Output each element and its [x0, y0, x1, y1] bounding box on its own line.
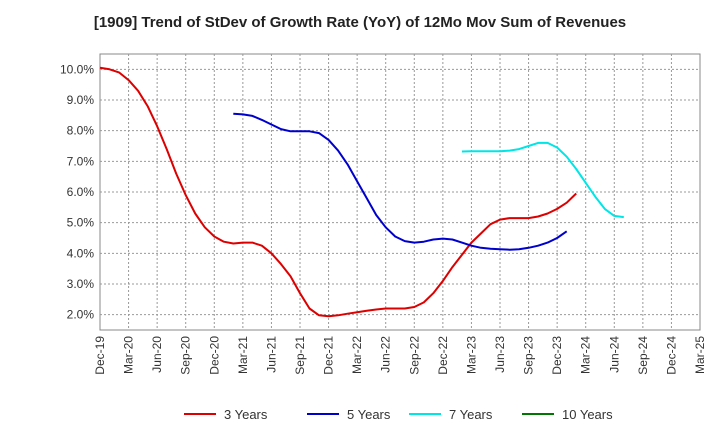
series-line-3-years — [99, 66, 577, 318]
x-tick-label: Sep-21 — [293, 336, 307, 375]
x-tick-label: Jun-21 — [264, 336, 278, 373]
x-tick-label: Mar-22 — [350, 336, 364, 374]
legend-label: 7 Years — [449, 407, 493, 422]
x-tick-label: Sep-24 — [636, 336, 650, 375]
x-tick-label: Dec-19 — [93, 336, 107, 375]
x-tick-label: Mar-24 — [579, 336, 593, 374]
x-tick-label: Sep-23 — [522, 336, 536, 375]
legend-label: 10 Years — [562, 407, 613, 422]
y-tick-label: 4.0% — [67, 246, 95, 260]
x-tick-label: Dec-24 — [664, 336, 678, 375]
y-tick-label: 8.0% — [67, 124, 95, 138]
y-tick-label: 3.0% — [67, 277, 95, 291]
x-tick-label: Jun-24 — [607, 336, 621, 373]
x-tick-label: Dec-21 — [322, 336, 336, 375]
x-tick-label: Mar-25 — [693, 336, 707, 374]
x-tick-label: Dec-22 — [436, 336, 450, 375]
x-tick-label: Dec-20 — [207, 336, 221, 375]
x-tick-label: Sep-22 — [407, 336, 421, 375]
chart-title: [1909] Trend of StDev of Growth Rate (Yo… — [93, 14, 627, 31]
y-tick-label: 6.0% — [67, 185, 95, 199]
x-tick-label: Jun-20 — [150, 336, 164, 373]
x-tick-label: Mar-23 — [464, 336, 478, 374]
x-tick-label: Dec-23 — [550, 336, 564, 375]
legend-label: 3 Years — [224, 407, 268, 422]
x-tick-label: Jun-22 — [379, 336, 393, 373]
x-tick-label: Jun-23 — [493, 336, 507, 373]
x-tick-label: Mar-21 — [236, 336, 250, 374]
x-tick-label: Sep-20 — [179, 336, 193, 375]
y-tick-label: 7.0% — [67, 154, 95, 168]
x-tick-label: Mar-20 — [122, 336, 136, 374]
y-tick-label: 5.0% — [67, 216, 95, 230]
series-line-5-years — [233, 112, 568, 251]
legend-label: 5 Years — [347, 407, 391, 422]
y-tick-label: 10.0% — [60, 62, 94, 76]
y-tick-label: 9.0% — [67, 93, 95, 107]
series-line-7-years — [461, 141, 624, 219]
y-tick-label: 2.0% — [67, 308, 95, 322]
